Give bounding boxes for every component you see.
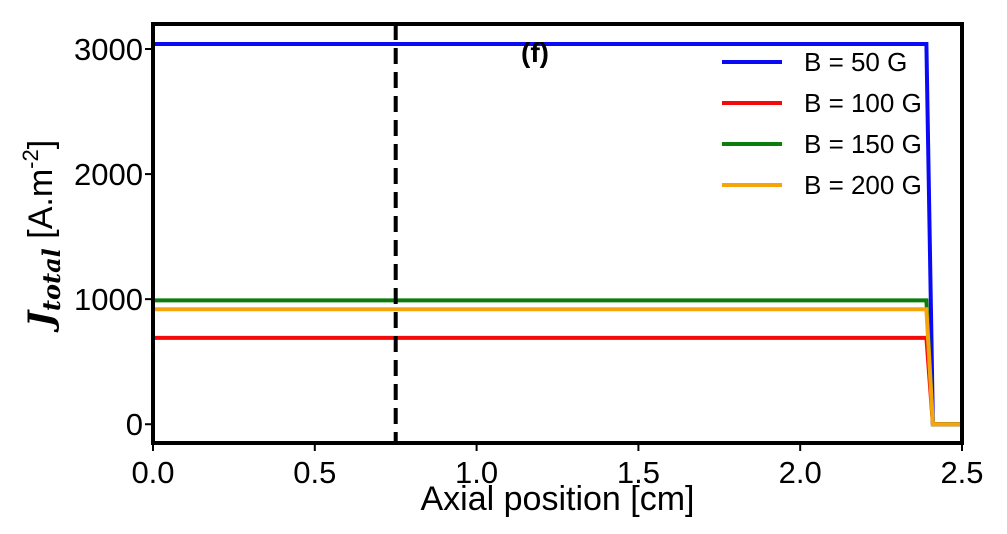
y-axis-label-unit-exponent: -2: [18, 149, 43, 169]
x-axis-ticks: 0.0 0.5 1.0 1.5 2.0 2.5: [131, 443, 984, 490]
y-axis-label: Jtotal [A.m-2]: [18, 140, 66, 333]
legend-label-1: B = 50 G: [804, 47, 907, 77]
plot-frame: [151, 22, 964, 445]
series-line-4: [153, 307, 962, 427]
x-tick-label: 1.5: [617, 455, 660, 490]
x-tick-label: 1.0: [455, 455, 498, 490]
legend-label-4: B = 200 G: [804, 170, 922, 200]
x-tick-label: 2.0: [779, 455, 822, 490]
y-tick-label: 1000: [74, 282, 143, 317]
y-axis-label-unit: [A.m: [22, 169, 60, 248]
series-line-3: [153, 298, 962, 427]
x-tick-label: 0.5: [293, 455, 336, 490]
y-axis-label-unit-close: ]: [22, 140, 60, 149]
y-axis-ticks: 0 1000 2000 3000: [74, 32, 153, 442]
legend-label-2: B = 100 G: [804, 88, 922, 118]
y-axis-label-symbol: J: [21, 309, 61, 333]
x-tick-label: 0.0: [131, 455, 174, 490]
x-tick-label: 2.5: [940, 455, 983, 490]
legend-label-3: B = 150 G: [804, 129, 922, 159]
series-layer: [153, 42, 962, 427]
y-tick-label: 2000: [74, 157, 143, 192]
y-tick-label: 3000: [74, 32, 143, 67]
panel-label: (f): [521, 37, 549, 68]
y-axis-label-subscript: total: [37, 248, 66, 311]
y-tick-label: 0: [126, 407, 143, 442]
series-line-2: [153, 335, 962, 427]
x-axis-label: Axial position [cm]: [421, 480, 695, 518]
legend: B = 50 G B = 100 G B = 150 G B = 200 G: [722, 47, 922, 200]
